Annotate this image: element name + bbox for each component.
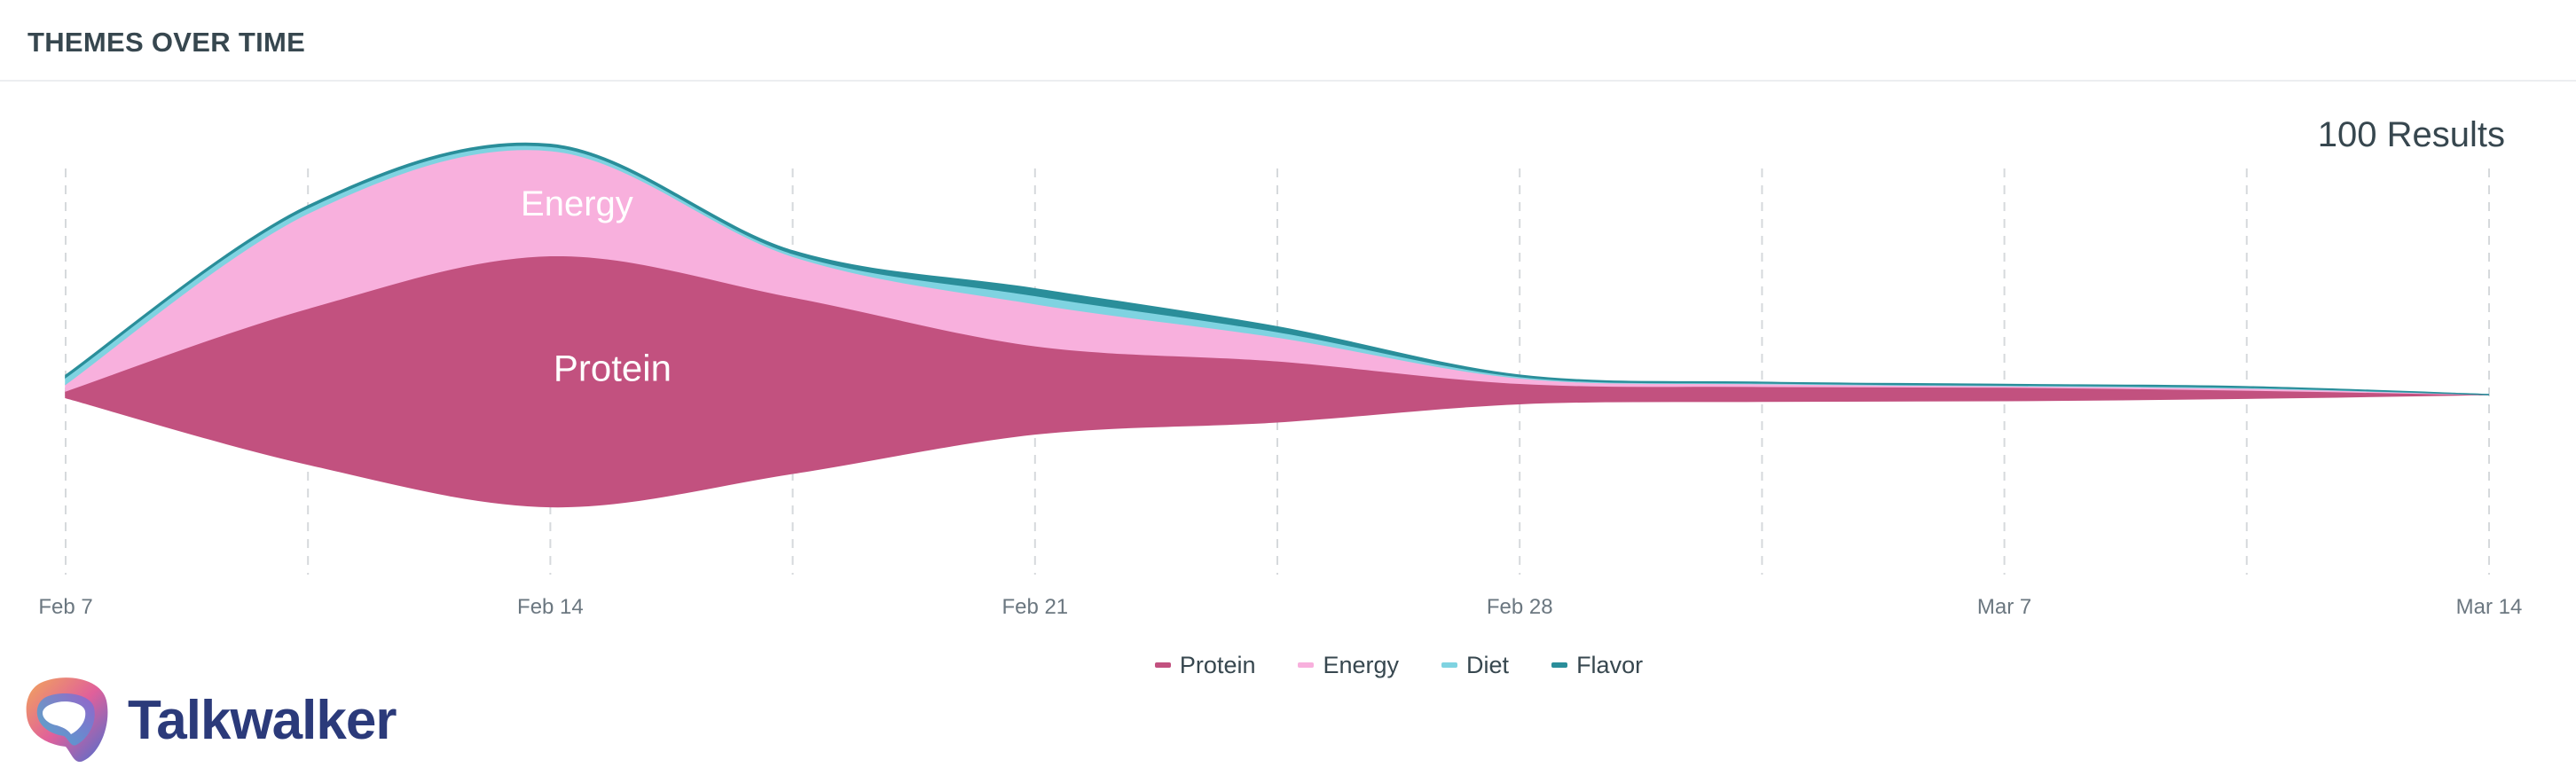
widget-title: THEMES OVER TIME <box>27 27 306 58</box>
legend-label: Diet <box>1466 651 1510 678</box>
legend-swatch <box>1441 662 1458 668</box>
legend-label: Flavor <box>1576 651 1644 678</box>
legend-swatch <box>1154 662 1171 668</box>
themes-streamgraph: Energy Protein Feb 7 Feb 14 Feb 21 Feb 28 Mar … <box>38 142 2523 619</box>
legend-item-protein[interactable]: Protein <box>1154 651 1256 679</box>
x-tick-label: Mar 14 <box>2456 595 2523 619</box>
legend-item-energy[interactable]: Energy <box>1298 652 1399 679</box>
legend-label: Energy <box>1323 651 1400 678</box>
legend-label: Protein <box>1179 651 1256 678</box>
x-tick-label: Feb 14 <box>517 595 584 619</box>
legend-item-flavor[interactable]: Flavor <box>1551 652 1643 679</box>
area-flavor[interactable] <box>65 142 2490 395</box>
widget-header: THEMES OVER TIME <box>0 0 2576 82</box>
x-tick-label: Mar 7 <box>1977 595 2031 619</box>
chart-legend: Protein Energy Diet Flavor <box>0 647 2576 683</box>
talkwalker-logo-icon <box>26 677 108 763</box>
brand: Talkwalker <box>23 674 397 766</box>
results-count: 100 Results <box>2317 115 2505 154</box>
series-label-protein: Protein <box>554 348 671 389</box>
x-tick-label: Feb 21 <box>1001 595 1068 619</box>
legend-swatch <box>1298 662 1315 668</box>
x-tick-label: Feb 7 <box>38 595 92 619</box>
legend-swatch <box>1551 662 1568 668</box>
x-tick-label: Feb 28 <box>1487 595 1553 619</box>
legend-item-diet[interactable]: Diet <box>1441 652 1509 679</box>
brand-name: Talkwalker <box>128 689 397 751</box>
series-label-energy: Energy <box>521 184 633 223</box>
